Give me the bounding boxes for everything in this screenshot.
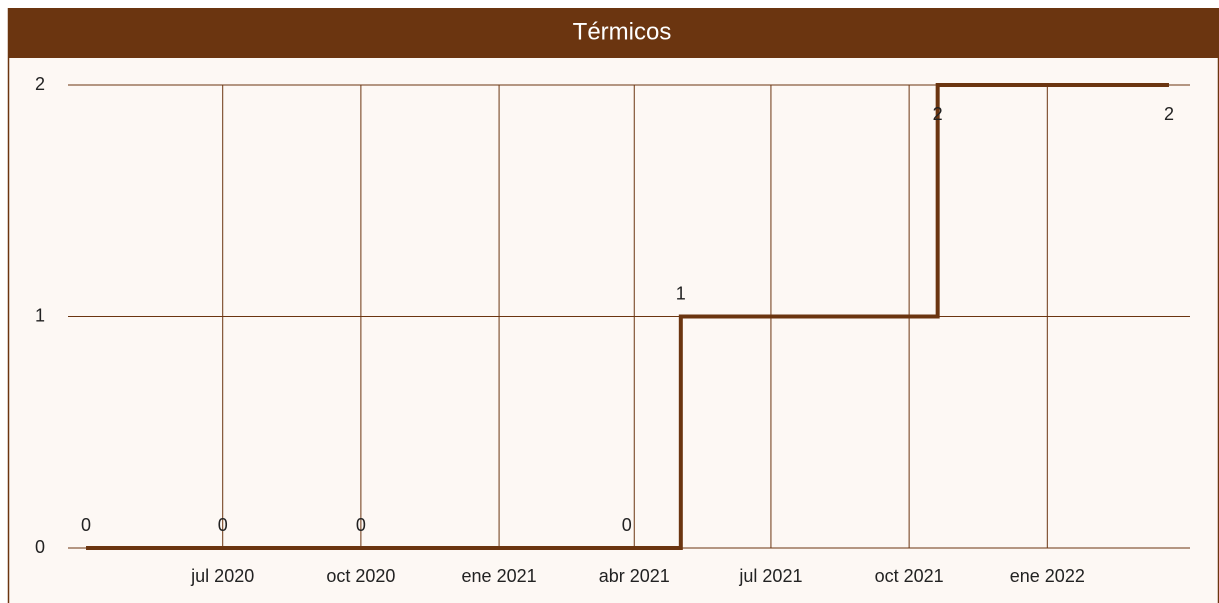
chart-background [8, 8, 1219, 603]
chart-title: Térmicos [573, 18, 672, 45]
data-label: 1 [676, 283, 686, 303]
data-label: 0 [218, 515, 228, 535]
y-tick-label: 0 [35, 537, 45, 557]
x-tick-label: oct 2021 [875, 566, 944, 586]
data-label: 2 [1164, 104, 1174, 124]
title-bar [8, 8, 1219, 58]
x-tick-label: jul 2021 [738, 566, 802, 586]
series-line [86, 83, 1169, 550]
y-tick-label: 1 [35, 305, 45, 325]
data-label: 0 [81, 515, 91, 535]
y-tick-label: 2 [35, 74, 45, 94]
data-label: 2 [933, 104, 943, 124]
x-tick-label: ene 2021 [462, 566, 537, 586]
data-label: 0 [622, 515, 632, 535]
x-tick-label: jul 2020 [190, 566, 254, 586]
x-tick-label: abr 2021 [599, 566, 670, 586]
x-tick-label: oct 2020 [326, 566, 395, 586]
x-tick-label: ene 2022 [1010, 566, 1085, 586]
data-label: 0 [356, 515, 366, 535]
